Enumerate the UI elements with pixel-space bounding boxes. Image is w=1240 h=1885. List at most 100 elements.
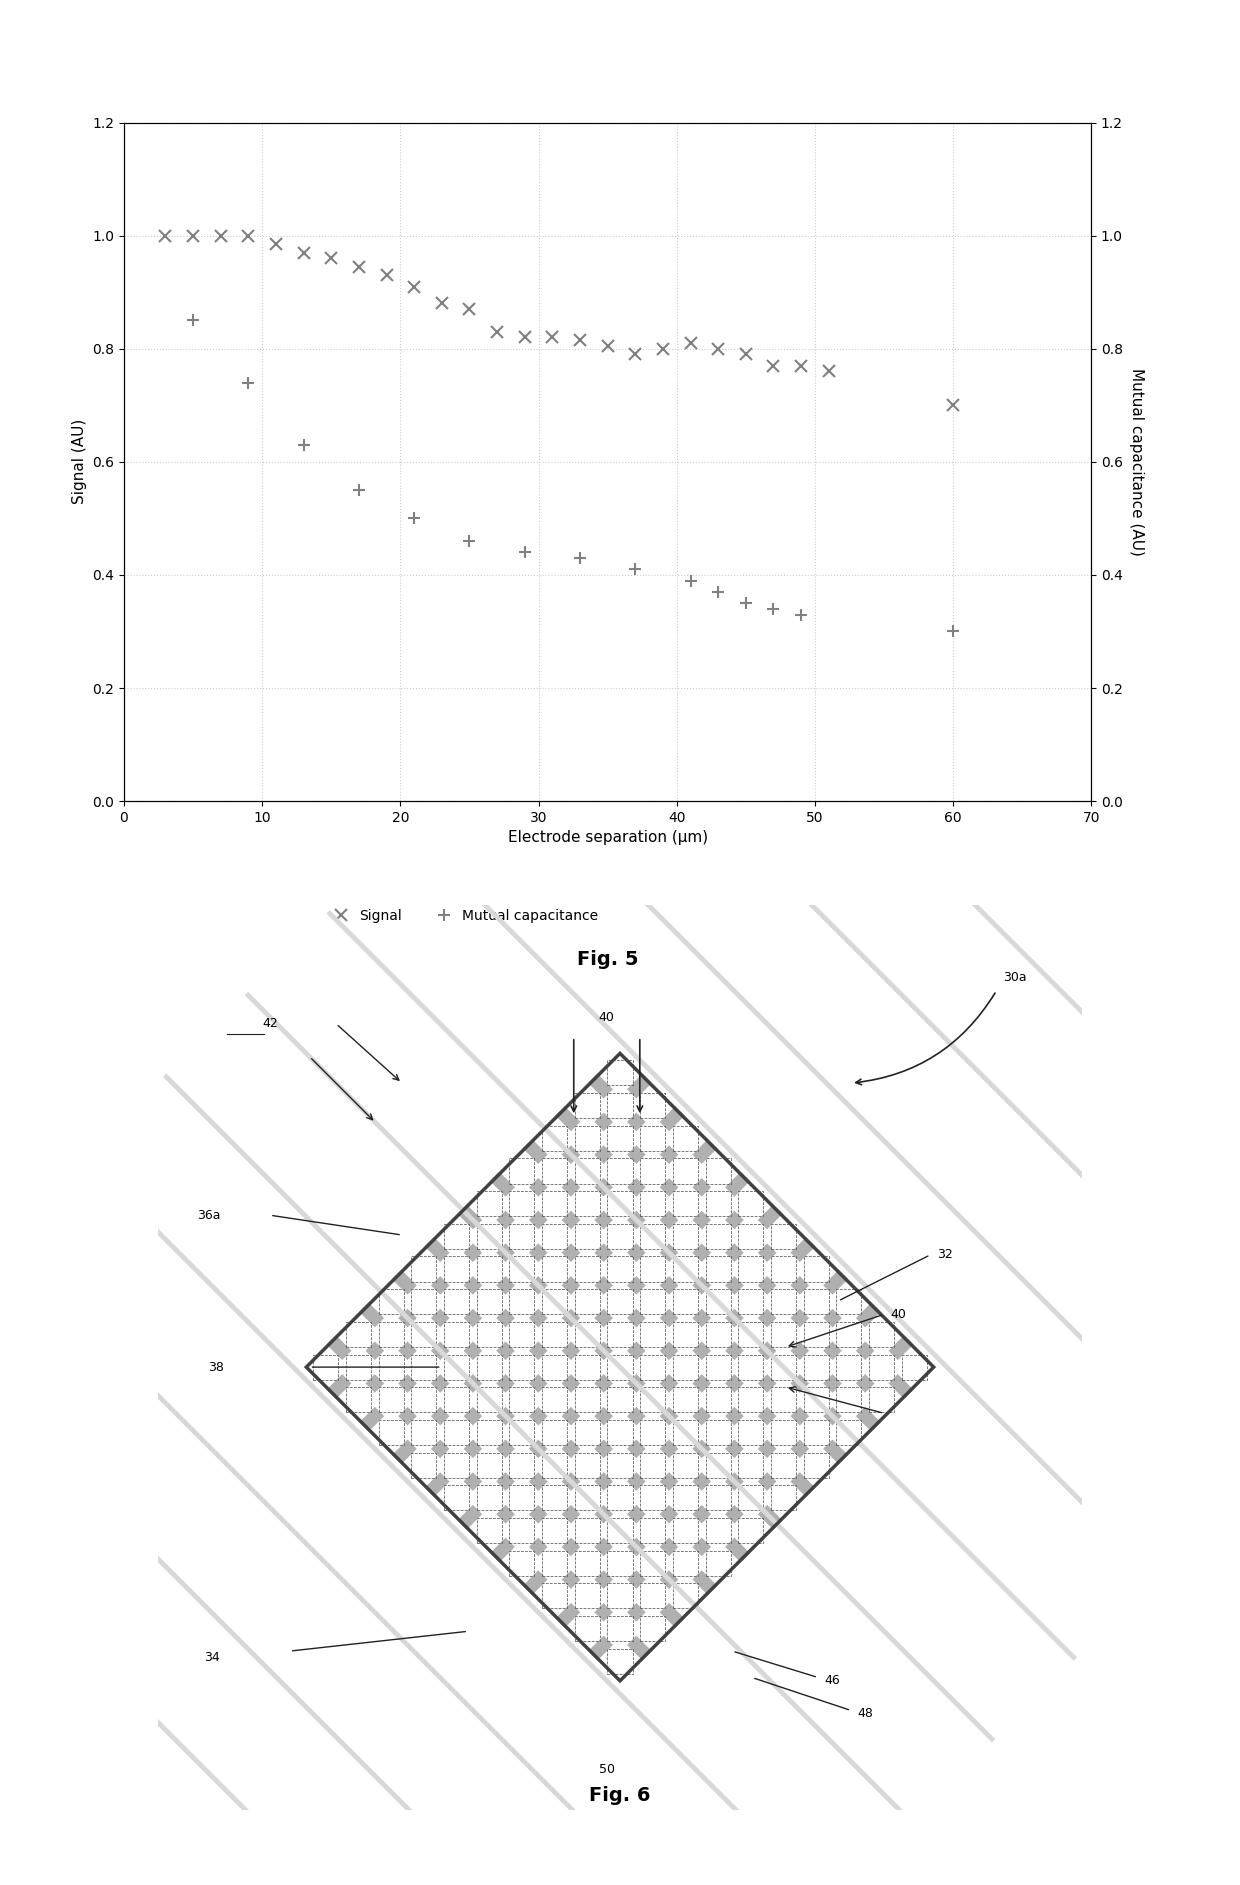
Polygon shape <box>858 1344 905 1391</box>
Polygon shape <box>760 1278 807 1325</box>
Polygon shape <box>826 1376 872 1423</box>
X-axis label: Electrode separation (μm): Electrode separation (μm) <box>507 831 708 844</box>
Polygon shape <box>531 1540 578 1587</box>
Polygon shape <box>466 1278 512 1325</box>
Polygon shape <box>728 1344 774 1391</box>
Polygon shape <box>433 1474 480 1521</box>
Polygon shape <box>306 1054 934 1681</box>
Polygon shape <box>564 1212 610 1259</box>
Polygon shape <box>760 1376 807 1423</box>
Polygon shape <box>466 1212 512 1259</box>
Polygon shape <box>564 1082 610 1129</box>
Polygon shape <box>826 1278 872 1325</box>
Polygon shape <box>694 1376 742 1423</box>
Polygon shape <box>564 1148 610 1195</box>
Polygon shape <box>433 1410 480 1455</box>
Polygon shape <box>564 1312 610 1357</box>
Polygon shape <box>858 1376 905 1423</box>
Polygon shape <box>564 1442 610 1489</box>
Polygon shape <box>531 1442 578 1489</box>
Polygon shape <box>662 1344 709 1391</box>
Polygon shape <box>728 1212 774 1259</box>
Polygon shape <box>662 1180 709 1227</box>
Polygon shape <box>368 1410 414 1455</box>
Polygon shape <box>401 1410 448 1455</box>
Polygon shape <box>596 1050 644 1097</box>
Polygon shape <box>728 1180 774 1227</box>
Polygon shape <box>694 1312 742 1357</box>
Polygon shape <box>792 1442 839 1489</box>
Polygon shape <box>630 1376 676 1423</box>
Polygon shape <box>498 1540 546 1587</box>
Polygon shape <box>760 1442 807 1489</box>
Polygon shape <box>531 1246 578 1293</box>
Polygon shape <box>630 1212 676 1259</box>
Polygon shape <box>498 1410 546 1455</box>
Polygon shape <box>401 1246 448 1293</box>
Polygon shape <box>662 1278 709 1325</box>
Polygon shape <box>596 1376 644 1423</box>
Polygon shape <box>596 1114 644 1161</box>
Polygon shape <box>531 1508 578 1553</box>
Polygon shape <box>498 1474 546 1521</box>
Polygon shape <box>368 1278 414 1325</box>
Polygon shape <box>498 1246 546 1293</box>
Text: 38: 38 <box>208 1361 223 1374</box>
Polygon shape <box>662 1212 709 1259</box>
Polygon shape <box>531 1212 578 1259</box>
Polygon shape <box>792 1278 839 1325</box>
Polygon shape <box>531 1376 578 1423</box>
Polygon shape <box>662 1246 709 1293</box>
Polygon shape <box>596 1180 644 1227</box>
Polygon shape <box>662 1312 709 1357</box>
Polygon shape <box>630 1410 676 1455</box>
Polygon shape <box>564 1246 610 1293</box>
Polygon shape <box>792 1410 839 1455</box>
Polygon shape <box>466 1474 512 1521</box>
Polygon shape <box>728 1410 774 1455</box>
Polygon shape <box>368 1312 414 1357</box>
Polygon shape <box>826 1410 872 1455</box>
Polygon shape <box>662 1114 709 1161</box>
Text: Fig. 6: Fig. 6 <box>589 1787 651 1806</box>
Polygon shape <box>466 1442 512 1489</box>
Polygon shape <box>890 1344 937 1391</box>
Text: 34: 34 <box>203 1651 219 1664</box>
Polygon shape <box>564 1376 610 1423</box>
Polygon shape <box>662 1442 709 1489</box>
Polygon shape <box>466 1344 512 1391</box>
Polygon shape <box>728 1442 774 1489</box>
Polygon shape <box>335 1376 382 1423</box>
Polygon shape <box>498 1312 546 1357</box>
Polygon shape <box>596 1410 644 1455</box>
Polygon shape <box>335 1344 382 1391</box>
Polygon shape <box>433 1246 480 1293</box>
Polygon shape <box>792 1376 839 1423</box>
Polygon shape <box>531 1180 578 1227</box>
Polygon shape <box>498 1180 546 1227</box>
Polygon shape <box>662 1540 709 1587</box>
Polygon shape <box>630 1474 676 1521</box>
Polygon shape <box>564 1572 610 1619</box>
Polygon shape <box>596 1540 644 1587</box>
Polygon shape <box>498 1278 546 1325</box>
Text: 42: 42 <box>262 1018 278 1031</box>
Y-axis label: Signal (AU): Signal (AU) <box>72 418 87 505</box>
Polygon shape <box>662 1148 709 1195</box>
Polygon shape <box>630 1572 676 1619</box>
Polygon shape <box>694 1540 742 1587</box>
Text: 40: 40 <box>599 1010 615 1024</box>
Polygon shape <box>792 1246 839 1293</box>
Polygon shape <box>596 1508 644 1553</box>
Polygon shape <box>662 1572 709 1619</box>
Polygon shape <box>564 1606 610 1651</box>
Polygon shape <box>498 1442 546 1489</box>
Polygon shape <box>303 1344 350 1391</box>
Polygon shape <box>433 1442 480 1489</box>
Polygon shape <box>531 1278 578 1325</box>
Polygon shape <box>596 1474 644 1521</box>
Polygon shape <box>630 1148 676 1195</box>
Polygon shape <box>401 1344 448 1391</box>
Polygon shape <box>662 1410 709 1455</box>
Polygon shape <box>531 1474 578 1521</box>
